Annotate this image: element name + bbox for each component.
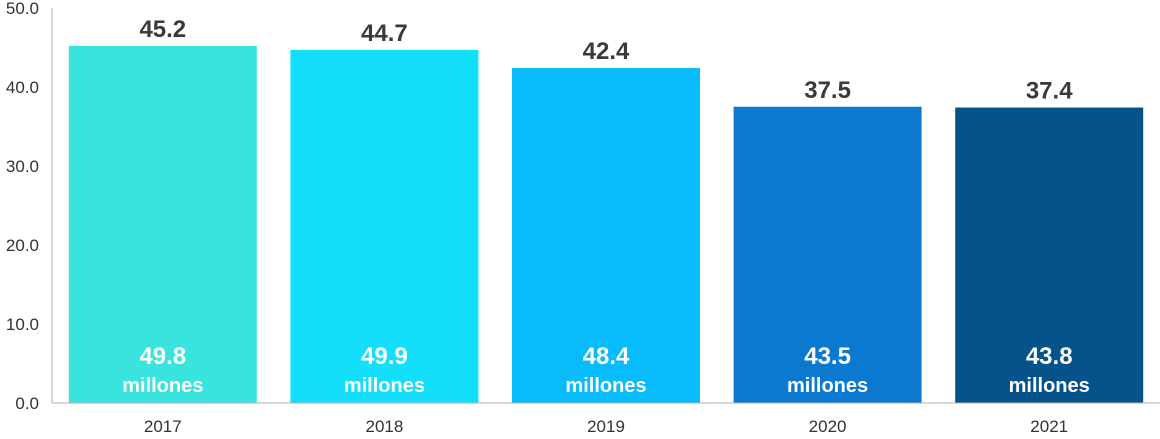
y-tick-label: 50.0 (6, 0, 39, 18)
bar-value-label: 37.4 (1026, 78, 1073, 105)
bar-inner-number: 48.4 (583, 343, 630, 370)
y-tick-label: 10.0 (6, 315, 39, 334)
bar-inner-unit: millones (1009, 375, 1090, 397)
bar-inner-unit: millones (787, 375, 868, 397)
y-tick-label: 20.0 (6, 236, 39, 255)
bars-group: 45.2 49.8 millones 44.7 49.9 millones 42.4 48.4… (68, 16, 1144, 404)
bar-inner-number: 49.8 (139, 343, 186, 370)
x-axis: 2017 2018 2019 2020 2021 (52, 402, 1160, 436)
bar-value-label: 45.2 (139, 16, 186, 43)
x-tick-label: 2020 (809, 417, 847, 434)
y-axis: 0.0 10.0 20.0 30.0 40.0 50.0 (6, 0, 53, 413)
bar-inner-unit: millones (122, 375, 203, 397)
x-tick-label: 2017 (144, 417, 182, 434)
bar-2020 (733, 106, 922, 403)
bar-2021 (955, 107, 1144, 403)
bar-inner-unit: millones (344, 375, 425, 397)
y-tick-label: 30.0 (6, 157, 39, 176)
x-tick-label: 2019 (587, 417, 625, 434)
bar-value-label: 42.4 (583, 38, 630, 65)
bar-value-label: 44.7 (361, 20, 408, 47)
bar-inner-number: 49.9 (361, 343, 408, 370)
x-tick-label: 2018 (365, 417, 403, 434)
bar-value-label: 37.5 (804, 77, 851, 104)
bar-2019 (512, 68, 700, 403)
bar-2018 (290, 49, 479, 404)
y-tick-label: 40.0 (6, 78, 39, 97)
y-tick-label: 0.0 (15, 394, 39, 413)
bar-inner-number: 43.8 (1026, 343, 1073, 370)
bar-inner-unit: millones (565, 375, 646, 397)
bar-2017 (68, 45, 257, 404)
bar-inner-number: 43.5 (804, 343, 851, 370)
x-tick-label: 2021 (1030, 417, 1068, 434)
